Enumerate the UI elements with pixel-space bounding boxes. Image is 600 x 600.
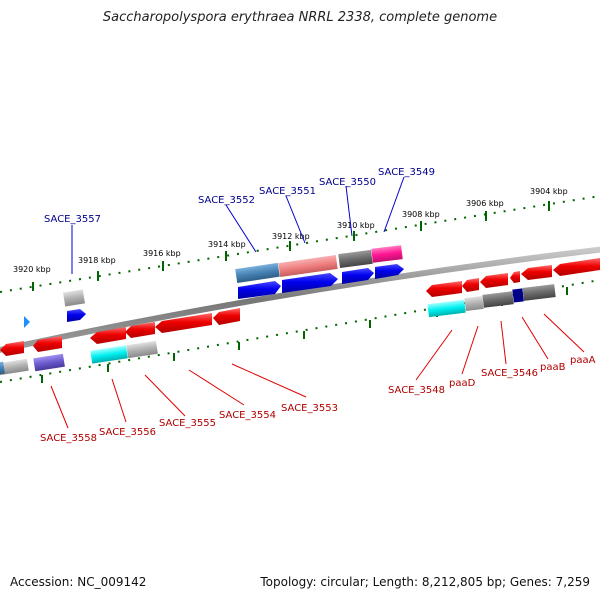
scale-label: 3904 kbp	[530, 187, 568, 196]
gene-label: SACE_3553	[281, 403, 338, 414]
gene-label: SACE_3552	[198, 195, 255, 206]
gene-label: SACE_3550	[319, 177, 376, 188]
gene-label: SACE_3548	[388, 385, 445, 396]
gene-arrow-reverse	[33, 336, 62, 352]
genome-backbone	[0, 246, 600, 353]
gene-block-gray	[63, 289, 85, 307]
reverse-features	[0, 284, 556, 376]
gene-label: SACE_3556	[99, 427, 156, 438]
gene-label: paaA	[570, 355, 596, 366]
reverse-genes	[0, 258, 600, 356]
gene-label: SACE_3549	[378, 167, 435, 178]
scale-label: 3918 kbp	[78, 256, 116, 265]
gene-block-gray	[126, 340, 158, 359]
gene-label: SACE_3551	[259, 186, 316, 197]
gene-arrow-reverse	[510, 271, 520, 283]
forward-features	[63, 245, 403, 307]
gene-arrow-forward	[238, 281, 281, 299]
scale-label: 3912 kbp	[272, 232, 310, 241]
gene-arrow-reverse	[155, 313, 212, 333]
gene-block-cyan	[90, 345, 128, 364]
gene-arrow-reverse	[426, 281, 462, 297]
scale-label: 3908 kbp	[402, 210, 440, 219]
scale-label: 3914 kbp	[208, 240, 246, 249]
topology-text: Topology: circular; Length: 8,212,805 bp…	[260, 575, 590, 589]
upper-scale-ticks	[0, 195, 600, 293]
gene-block-steelblue	[235, 262, 280, 284]
gene-block-magenta	[371, 245, 403, 263]
scale-labels: 3920 kbp 3918 kbp 3916 kbp 3914 kbp 3912…	[13, 187, 568, 274]
gene-block-navy	[512, 288, 524, 303]
gene-arrow-reverse	[462, 278, 479, 292]
scale-label: 3910 kbp	[337, 221, 375, 230]
gene-label: paaD	[449, 378, 476, 389]
gene-block-gray	[464, 295, 484, 312]
gene-label: SACE_3554	[219, 410, 276, 421]
leader-lines-bottom	[50, 313, 585, 429]
gene-label: SACE_3557	[44, 214, 101, 225]
gene-arrow-reverse	[480, 273, 508, 288]
gene-block-slate	[0, 358, 29, 376]
gene-arrow-forward	[375, 264, 404, 279]
gene-block-darkgray	[338, 249, 373, 269]
gene-label: paaB	[540, 362, 566, 373]
gene-block-cyan	[427, 299, 466, 318]
gene-arrow-reverse	[213, 308, 240, 325]
gene-block-slateblue	[33, 353, 65, 372]
accession-text: Accession: NC_009142	[10, 575, 147, 589]
gene-block-darkgray	[482, 291, 514, 308]
scale-label: 3920 kbp	[13, 265, 51, 274]
gene-arrow-reverse	[0, 341, 24, 356]
gene-arrow-forward-small	[24, 316, 30, 328]
gene-arrow-forward	[67, 309, 86, 322]
gene-arrow-forward	[342, 268, 374, 284]
page-title: Saccharopolyspora erythraea NRRL 2338, c…	[102, 10, 498, 25]
gene-label: SACE_3546	[481, 368, 538, 379]
leader-lines-top	[71, 176, 405, 274]
forward-genes	[24, 264, 404, 328]
gene-block-darkgray	[522, 284, 556, 301]
gene-block-blue	[0, 361, 5, 375]
gene-block-salmon	[278, 255, 338, 277]
gene-label: SACE_3558	[40, 433, 97, 444]
scale-label: 3906 kbp	[466, 199, 504, 208]
gene-arrow-reverse	[553, 258, 600, 276]
gene-label: SACE_3555	[159, 418, 216, 429]
gene-arrow-reverse	[125, 322, 155, 338]
gene-arrow-reverse	[90, 327, 126, 344]
gene-labels-bottom: SACE_3558 SACE_3556 SACE_3555 SACE_3554 …	[40, 355, 596, 444]
scale-label: 3916 kbp	[143, 249, 181, 258]
gene-arrow-forward	[282, 273, 338, 293]
gene-arrow-reverse	[521, 265, 552, 280]
gene-labels-top: SACE_3557 SACE_3552 SACE_3551 SACE_3550 …	[44, 167, 435, 225]
